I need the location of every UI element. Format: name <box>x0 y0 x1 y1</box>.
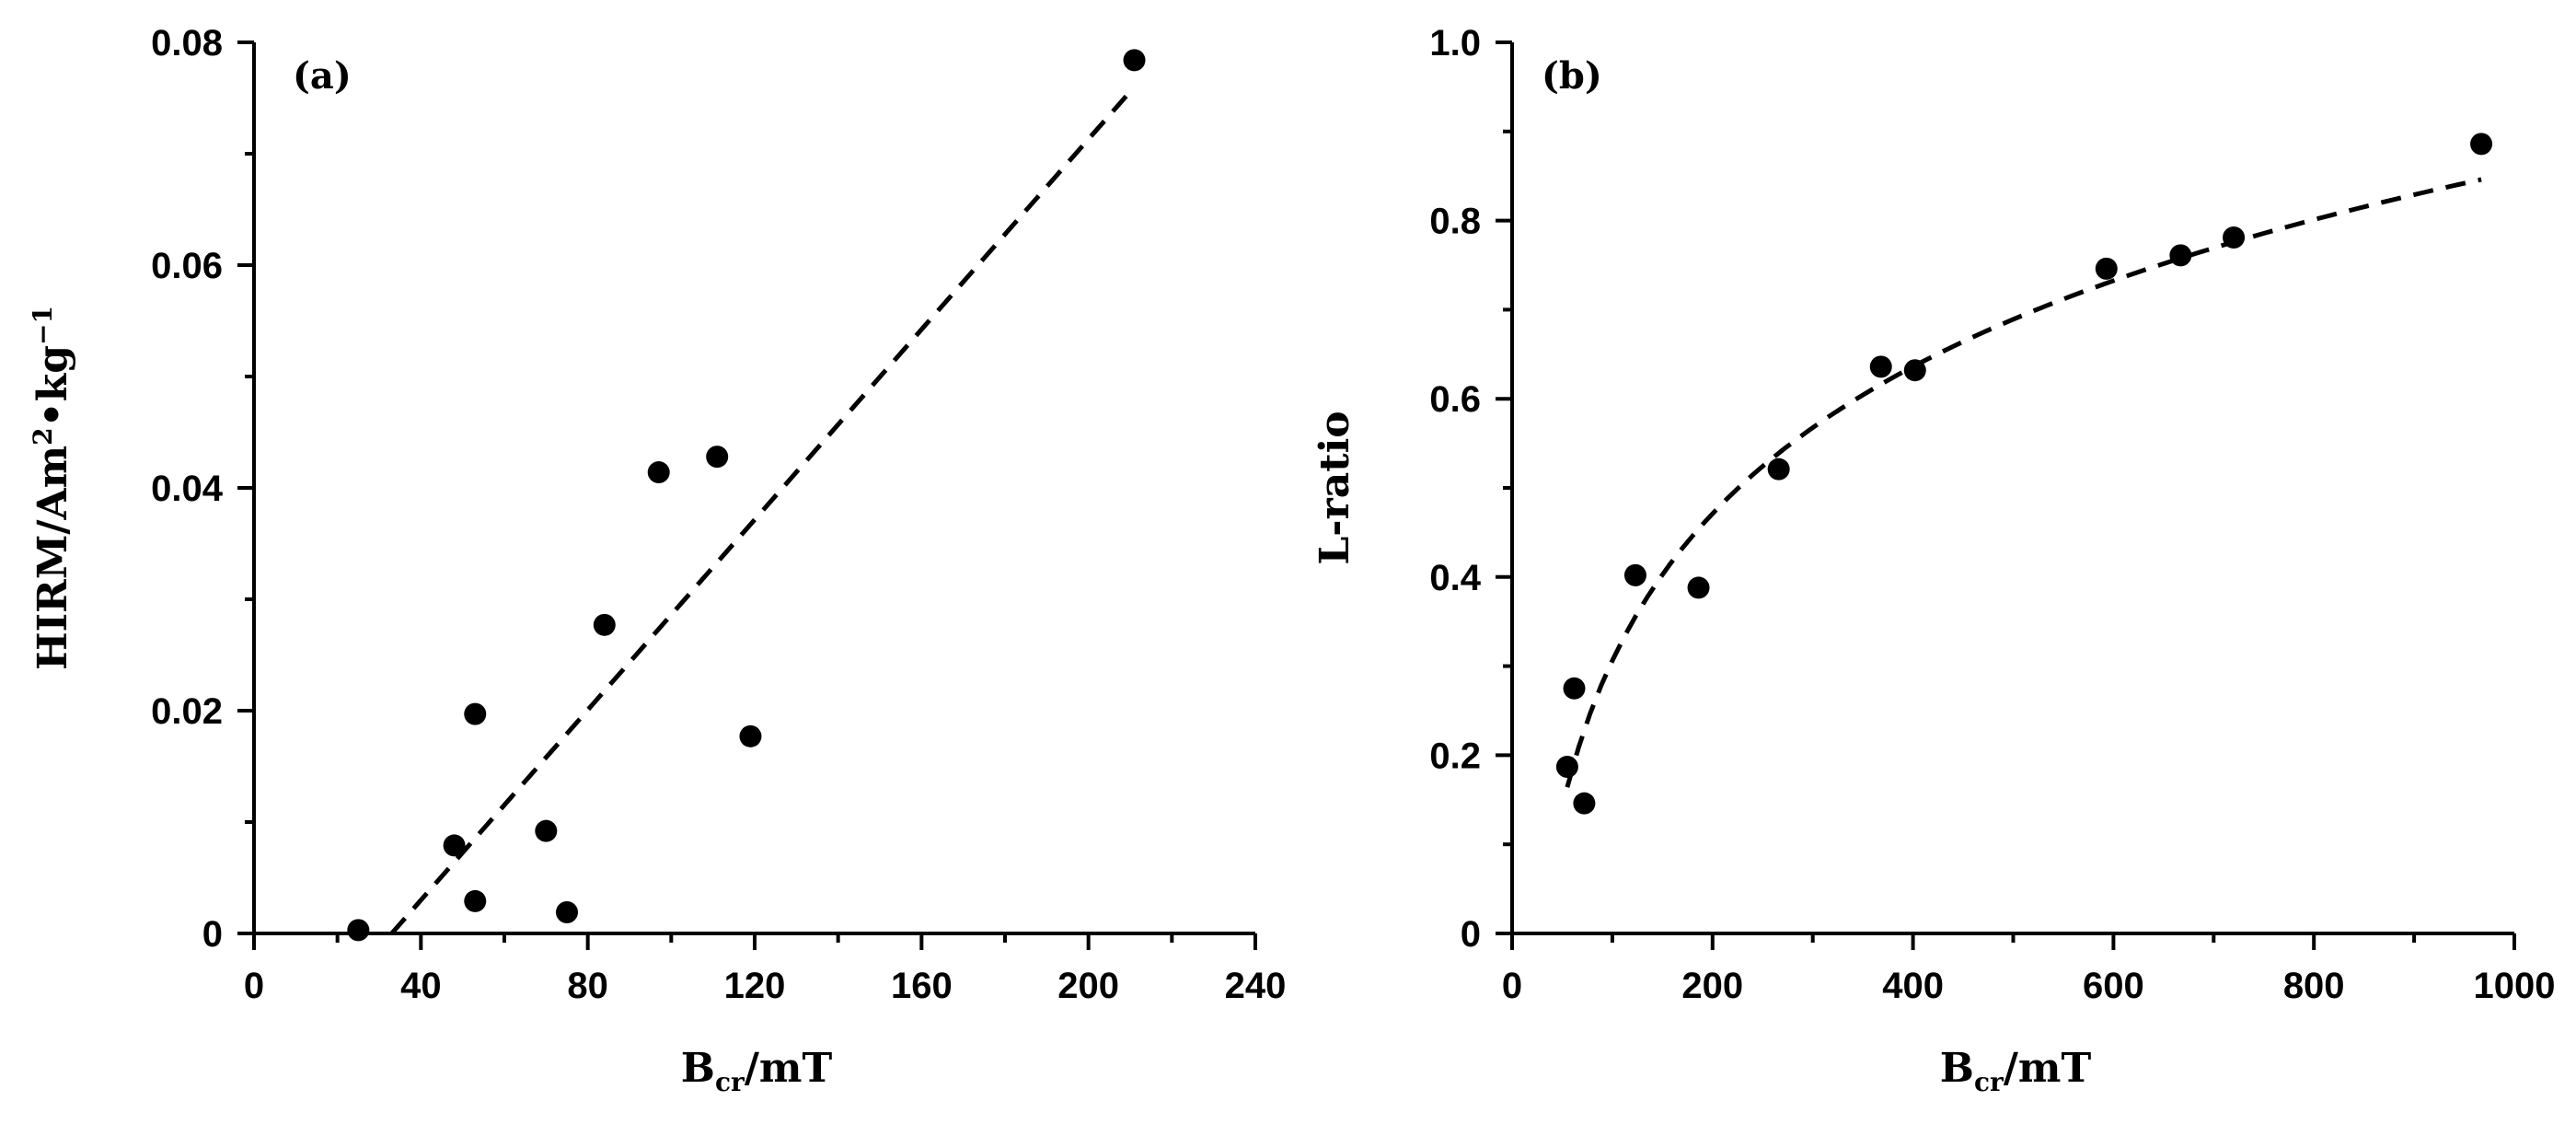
data-point <box>647 461 670 484</box>
panel-label: (b) <box>1542 54 1602 98</box>
panel-b: 0 200 400 600 800 1000 0 0.2 0.4 0.6 0.8 1.0 (b) Bcr/… <box>1311 23 2555 1097</box>
data-point <box>1555 755 1578 778</box>
fit-line <box>389 85 1137 935</box>
data-point <box>2095 257 2118 280</box>
x-tick-label: 80 <box>567 966 608 1006</box>
x-tick-label: 160 <box>891 966 953 1006</box>
x-tick-label: 120 <box>724 966 786 1006</box>
data-point <box>2169 244 2192 267</box>
data-point <box>535 819 558 842</box>
fit-line <box>1565 177 2482 788</box>
panel-label: (a) <box>293 54 352 98</box>
data-point <box>2470 133 2493 156</box>
x-tick-label: 0 <box>244 966 264 1006</box>
y-tick-label: 0.02 <box>151 691 223 732</box>
y-tick-label: 0.06 <box>151 246 223 286</box>
data-point <box>2223 226 2246 249</box>
x-tick-label: 200 <box>1681 966 1743 1006</box>
y-tick-label: 0 <box>1461 914 1481 955</box>
data-point <box>1687 576 1710 599</box>
y-tick-label: 1.0 <box>1429 23 1481 64</box>
data-point <box>1573 792 1596 815</box>
data-point <box>464 702 487 725</box>
y-tick-label: 0.8 <box>1429 202 1481 242</box>
data-point <box>1869 355 1892 378</box>
y-tick-label: 0.2 <box>1429 736 1481 776</box>
data-point <box>1123 49 1146 72</box>
x-tick-label: 200 <box>1057 966 1119 1006</box>
y-tick-label: 0.08 <box>151 23 223 64</box>
x-tick-label: 400 <box>1882 966 1944 1006</box>
y-tick-label: 0 <box>202 914 223 955</box>
y-tick-label: 0.04 <box>151 469 224 509</box>
data-point <box>706 446 729 469</box>
y-tick-label: 0.4 <box>1429 558 1481 598</box>
data-point <box>443 834 466 857</box>
x-tick-label: 240 <box>1225 966 1287 1006</box>
y-axis-title: L-ratio <box>1311 411 1358 564</box>
x-axis-title: Bcr/mT <box>1940 1045 2092 1097</box>
x-axis-title: Bcr/mT <box>681 1045 833 1097</box>
panel-a: 0 40 80 120 160 200 240 0 0.02 0.04 0.06 0.08 (a) Bcr… <box>28 23 1286 1097</box>
data-point <box>1903 359 1926 382</box>
data-point <box>464 889 487 912</box>
data-point <box>1563 677 1586 700</box>
data-point <box>556 901 578 924</box>
y-tick-label: 0.6 <box>1429 379 1481 420</box>
x-tick-label: 1000 <box>2474 966 2556 1006</box>
data-point <box>593 613 616 636</box>
x-tick-label: 600 <box>2083 966 2144 1006</box>
y-axis-title: HIRM/Am2•kg−1 <box>28 306 76 670</box>
data-point <box>1767 458 1790 481</box>
x-tick-label: 800 <box>2283 966 2345 1006</box>
x-tick-label: 0 <box>1502 966 1522 1006</box>
x-tick-label: 40 <box>400 966 442 1006</box>
data-point <box>739 724 762 747</box>
data-point <box>347 919 370 942</box>
data-point <box>1623 563 1646 586</box>
